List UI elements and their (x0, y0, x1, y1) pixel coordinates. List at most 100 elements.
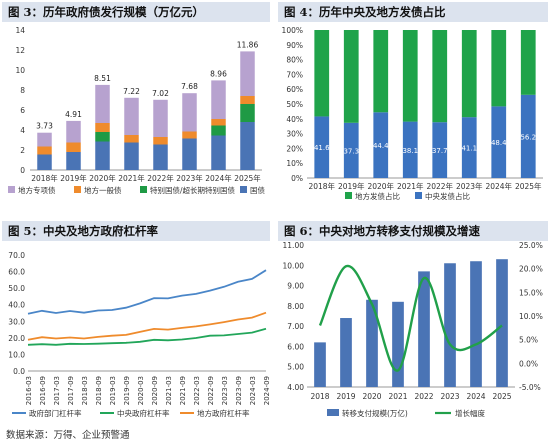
panel4-combo-chart: 4.00 5.00 6.00 7.00 8.00 9.00 10.00 11.00 -5.0% 0… (283, 241, 543, 418)
panel3-title: 图 5：中央及地方政府杠杆率 (2, 221, 270, 241)
y-tick-label: 6 (20, 106, 25, 115)
x-tick-label: 2023年 (176, 173, 203, 183)
x-tick-label: 2021 (388, 392, 407, 401)
data-label: 56.2 (520, 133, 536, 141)
data-label: 48.4 (491, 139, 507, 147)
legend-label: 中央政府杠杆率 (117, 408, 170, 418)
bar-segment (240, 51, 255, 96)
bar-segment (37, 132, 52, 147)
y-tick-label: 10 (15, 66, 25, 75)
y-left-tick-label: 9.00 (287, 282, 304, 291)
y-tick-label: 0 (20, 166, 25, 175)
total-label: 7.22 (123, 87, 140, 96)
bar-segment (153, 99, 168, 137)
source-note: 数据来源：万得、企业预警通 (6, 430, 130, 441)
bar-segment (240, 96, 255, 104)
data-label: 41.1 (461, 145, 477, 153)
y-left-tick-label: 5.00 (287, 363, 304, 372)
bar-segment (95, 123, 110, 132)
x-tick-label: 2023 (440, 392, 459, 401)
y-tick-label: 30.0 (8, 317, 25, 326)
y-tick-label: 0.0 (13, 367, 25, 376)
total-label: 3.73 (36, 122, 53, 131)
legend-swatch (415, 192, 422, 199)
bar-segment-central (491, 106, 507, 178)
bar-segment (124, 142, 139, 170)
x-tick-label: 2017-03 (53, 376, 61, 405)
panel1-title: 图 3：历年政府债发行规模（万亿元） (2, 2, 270, 22)
legend-swatch (345, 192, 352, 199)
bar-segment-local (402, 30, 418, 122)
bar (444, 263, 456, 387)
x-tick-label: 2021年 (397, 181, 424, 191)
panel4-title: 图 6：中央对地方转移支付规模及增速 (278, 221, 548, 241)
bar (314, 342, 326, 387)
y-tick-label: 70.0 (8, 251, 25, 260)
bar-segment (37, 154, 52, 170)
bar-segment-central (520, 94, 536, 178)
bar (418, 271, 430, 387)
x-tick-label: 2018-03 (81, 376, 89, 405)
series-line (27, 327, 267, 346)
x-tick-label: 2020年 (89, 173, 116, 183)
x-tick-label: 2016-03 (25, 376, 33, 405)
y-right-tick-label: 15.0% (519, 288, 543, 297)
x-tick-label: 2020 (362, 392, 381, 401)
y-tick-label: 90% (286, 41, 303, 50)
y-left-tick-label: 6.00 (287, 342, 304, 351)
bar-segment (211, 135, 226, 170)
x-tick-label: 2019年 (338, 181, 365, 191)
bar-segment (182, 131, 197, 139)
x-tick-label: 2017-09 (67, 376, 75, 405)
x-tick-label: 2024-03 (249, 376, 257, 405)
y-tick-label: 50% (286, 100, 303, 109)
x-tick-label: 2021年 (118, 173, 145, 183)
y-tick-label: 30% (286, 130, 303, 139)
x-tick-label: 2020-09 (151, 376, 159, 405)
legend-label: 特别国债/超长期特别国债 (150, 185, 236, 195)
bar (340, 318, 352, 387)
total-label: 7.02 (152, 89, 169, 98)
x-tick-label: 2022-03 (193, 376, 201, 405)
x-tick-label: 2022 (414, 392, 433, 401)
y-right-tick-label: 10.0% (519, 312, 543, 321)
x-tick-label: 2021-03 (165, 376, 173, 405)
y-tick-label: 20% (286, 144, 303, 153)
bar-segment (211, 119, 226, 126)
panel2-percent-bar-chart: 0% 10% 20% 30% 40% 50% 60% 70% 80% 90% 100% 41.6 201… (282, 26, 543, 201)
bar-segment-local (461, 30, 477, 118)
panel3-line-chart: 0.0 10.0 20.0 30.0 40.0 50.0 60.0 70.0 2016-03 20… (8, 251, 271, 418)
y-tick-label: 100% (282, 26, 303, 35)
x-tick-label: 2018 (310, 392, 329, 401)
bar-segment (153, 137, 168, 145)
bar-segment-local (343, 30, 359, 123)
bar-segment (182, 93, 197, 132)
y-right-tick-label: 25.0% (519, 241, 543, 250)
y-tick-label: 2 (20, 146, 25, 155)
bar-segment (66, 152, 81, 170)
data-label: 41.6 (314, 144, 330, 152)
bar (392, 301, 404, 387)
x-tick-label: 2018年 (31, 173, 58, 183)
y-tick-label: 40.0 (8, 301, 25, 310)
bar-segment (211, 80, 226, 119)
y-right-tick-label: 0.0% (519, 359, 538, 368)
bar-segment (124, 135, 139, 143)
y-left-tick-label: 4.00 (287, 383, 304, 392)
legend-swatch (74, 186, 81, 193)
total-label: 8.96 (210, 69, 227, 78)
bar-segment (37, 146, 52, 155)
data-label: 44.4 (373, 142, 389, 150)
x-tick-label: 2019年 (60, 173, 87, 183)
bar-segment (240, 104, 255, 122)
x-tick-label: 2021-09 (179, 376, 187, 405)
y-tick-label: 20.0 (8, 334, 25, 343)
y-tick-label: 40% (286, 115, 303, 124)
y-tick-label: 10% (286, 159, 303, 168)
x-tick-label: 2018-09 (95, 376, 103, 405)
legend-label: 中央发债占比 (425, 191, 470, 201)
legend-swatch (8, 186, 15, 193)
x-tick-label: 2025年 (234, 173, 261, 183)
legend-swatch (140, 186, 147, 193)
y-tick-label: 4 (20, 126, 25, 135)
